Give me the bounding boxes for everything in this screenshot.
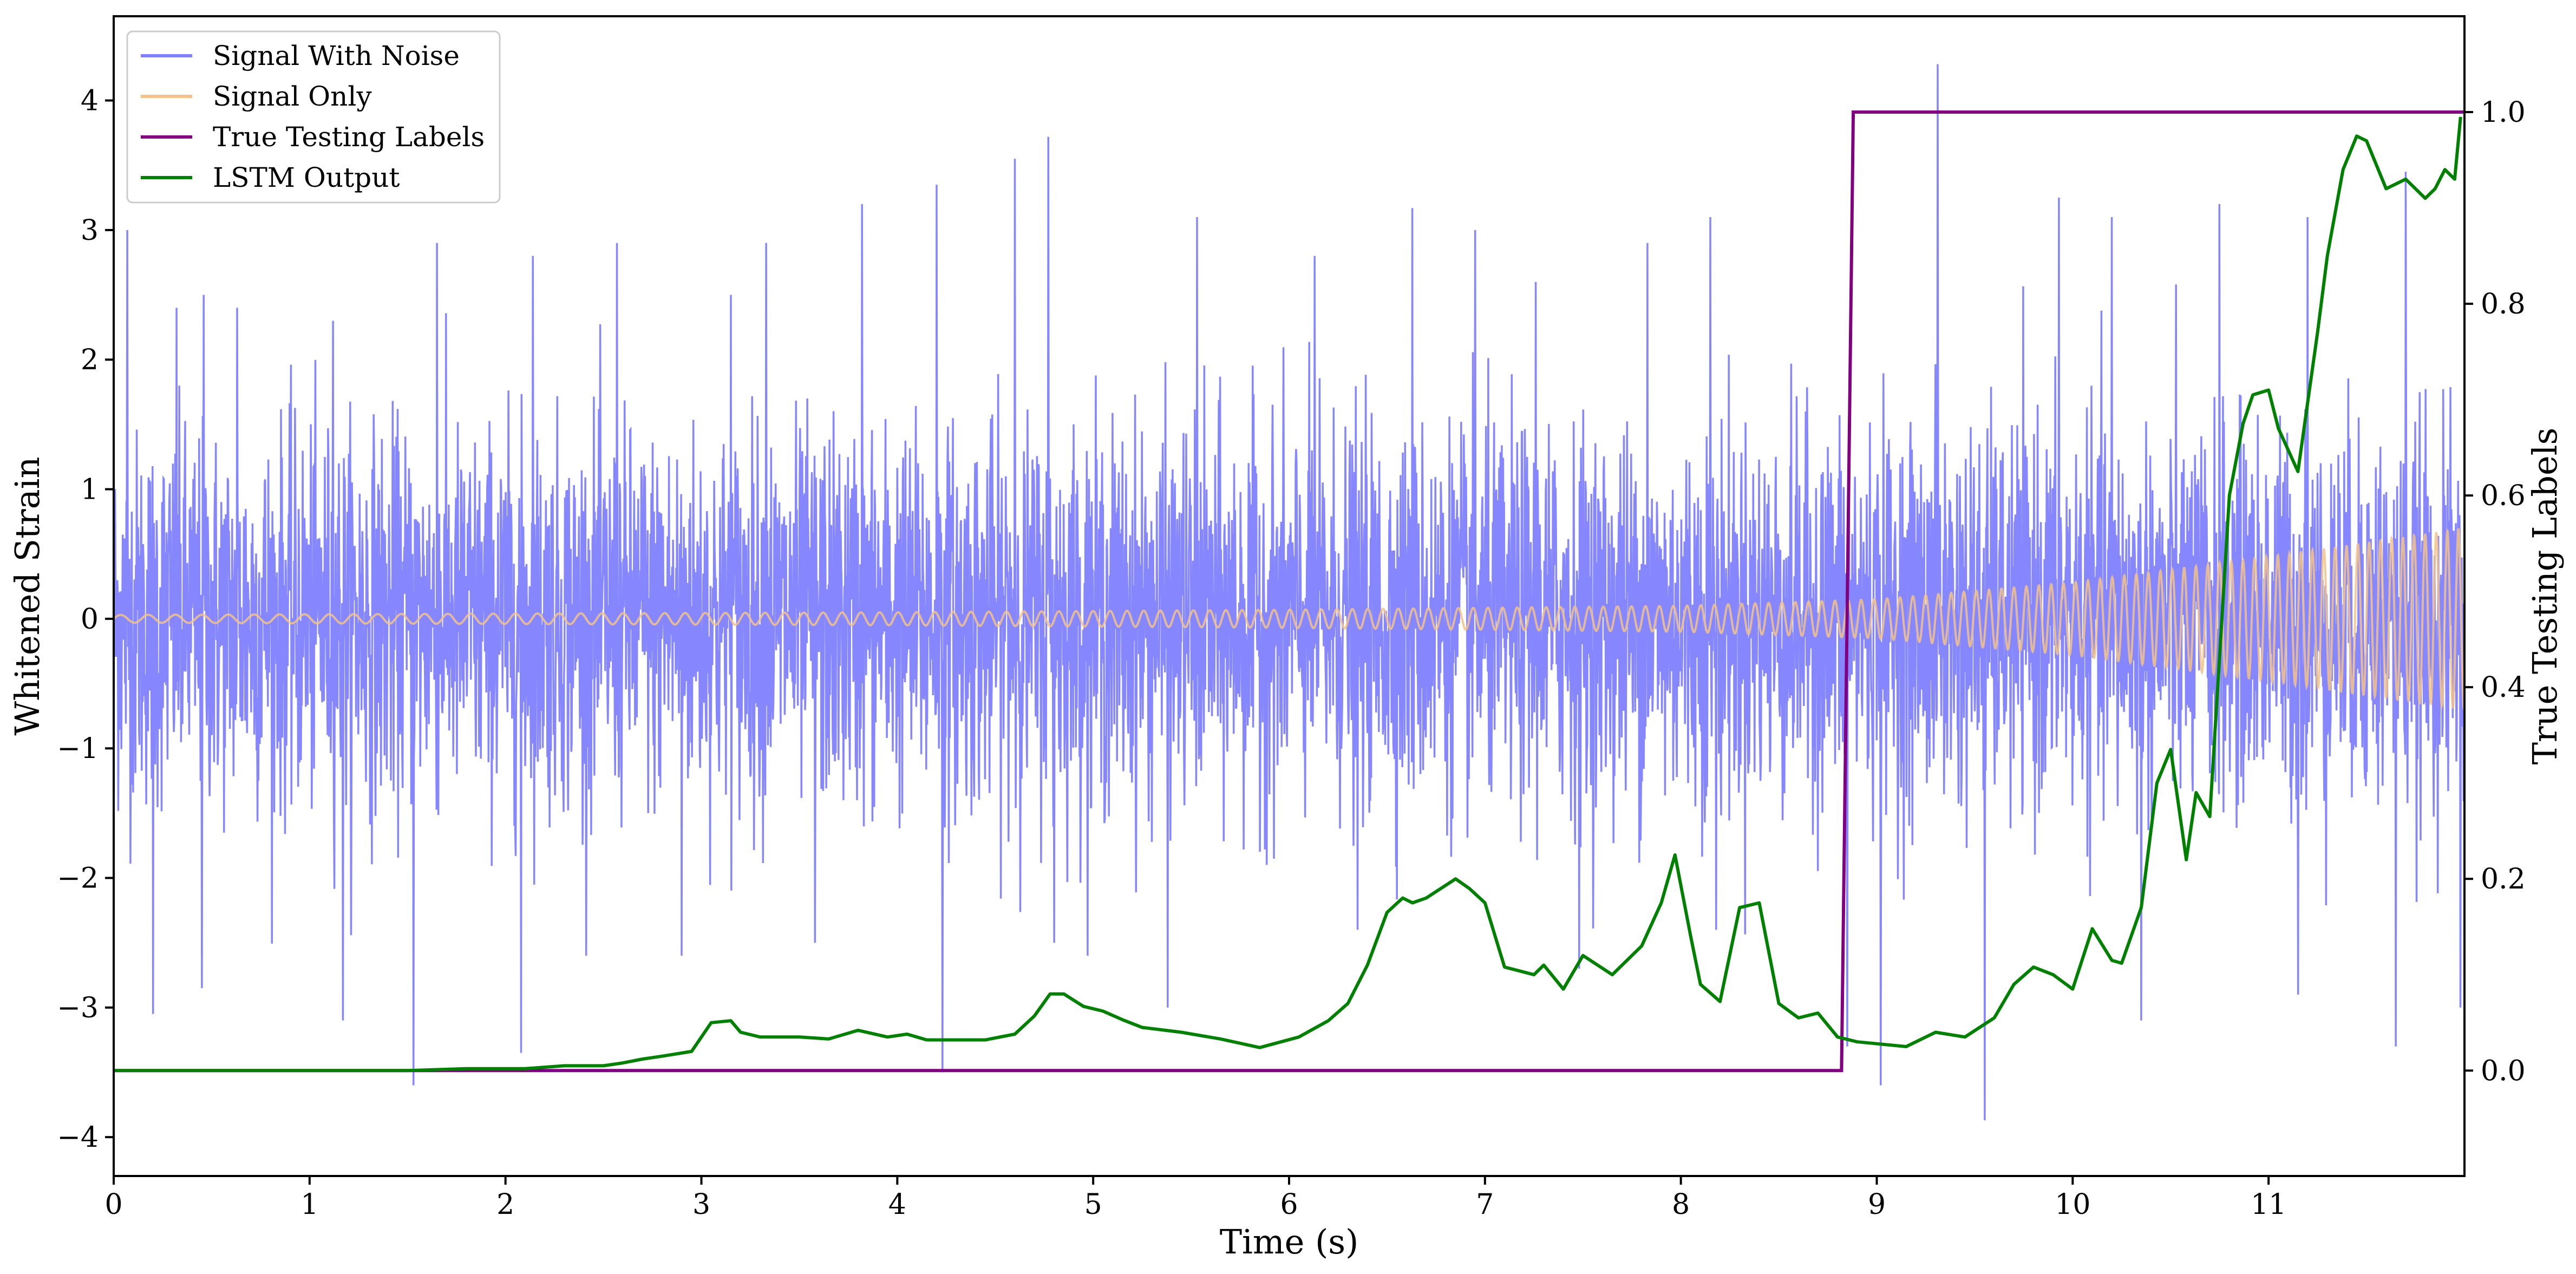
- y-tick-label: 2: [81, 344, 99, 376]
- legend: Signal With Noise Signal Only True Testing…: [126, 30, 501, 204]
- y-tick-label: −2: [57, 863, 99, 895]
- y-tick-label: 1: [81, 474, 99, 506]
- y-tick-label: 3: [81, 214, 99, 247]
- y-tick-label: −1: [57, 733, 99, 765]
- y2-tick-label: 0.6: [2481, 480, 2526, 512]
- x-tick-label: 1: [300, 1188, 318, 1221]
- legend-label: Signal Only: [213, 81, 372, 112]
- x-tick-label: 6: [1280, 1188, 1298, 1221]
- legend-label: LSTM Output: [213, 162, 400, 193]
- x-tick-label: 10: [2055, 1188, 2090, 1221]
- y2-tick-label: 1.0: [2481, 96, 2526, 129]
- x-tick-label: 11: [2251, 1188, 2286, 1221]
- x-tick-label: 8: [1672, 1188, 1690, 1221]
- x-tick-label: 0: [104, 1188, 122, 1221]
- y-tick-label: 0: [81, 603, 99, 636]
- y2-tick-label: 0.0: [2481, 1055, 2526, 1087]
- y-tick-label: −3: [57, 992, 99, 1024]
- signal-with-noise-series: [113, 64, 2466, 1121]
- x-tick-label: 9: [1868, 1188, 1886, 1221]
- legend-label: Signal With Noise: [213, 40, 460, 71]
- signal-with-noise-line: [113, 64, 2466, 1121]
- y-axis-left: −4 −3 −2 −1 0 1 2 3 4: [57, 85, 114, 1154]
- true-testing-labels-line: [114, 110, 2464, 1073]
- true-testing-labels-series: [114, 110, 2464, 1073]
- x-axis: 0 1 2 3 4 5 6 7 8 9 10 11: [104, 1176, 2286, 1221]
- x-tick-label: 2: [496, 1188, 514, 1221]
- signal-only-line: [113, 527, 2466, 712]
- x-axis-label: Time (s): [1220, 1222, 1359, 1262]
- y-axis-label: Whitened Strain: [8, 457, 47, 736]
- y2-tick-label: 0.2: [2481, 863, 2526, 896]
- legend-box: [126, 30, 501, 204]
- x-tick-label: 7: [1476, 1188, 1494, 1221]
- y-tick-label: 4: [81, 85, 99, 117]
- x-tick-label: 4: [888, 1188, 906, 1221]
- lstm-output-line: [114, 116, 2462, 1073]
- x-tick-label: 3: [692, 1188, 710, 1221]
- y2-axis-label: True Testing Labels: [2525, 428, 2565, 765]
- y-axis-right: 0.0 0.2 0.4 0.6 0.8 1.0: [2464, 96, 2526, 1087]
- y2-tick-label: 0.4: [2481, 671, 2526, 704]
- x-tick-label: 5: [1084, 1188, 1102, 1221]
- y-tick-label: −4: [57, 1121, 99, 1154]
- lstm-output-series: [114, 116, 2462, 1073]
- legend-label: True Testing Labels: [213, 121, 485, 153]
- y2-tick-label: 0.8: [2481, 288, 2526, 321]
- signal-only-series: [113, 527, 2466, 712]
